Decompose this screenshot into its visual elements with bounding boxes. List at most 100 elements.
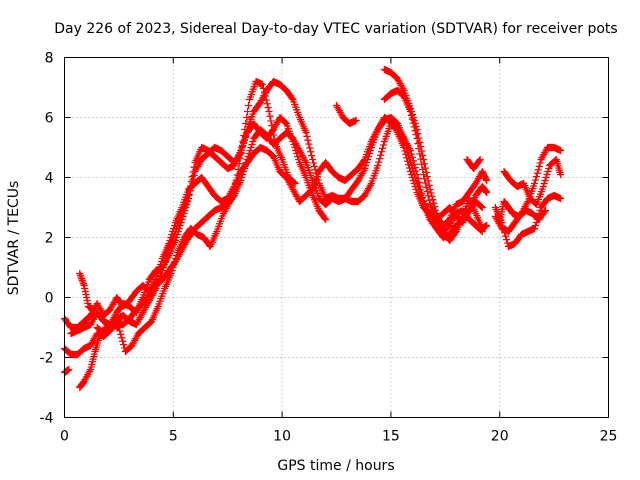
- data-point: [266, 112, 274, 120]
- series-trace-10: [380, 86, 491, 230]
- data-point: [291, 179, 299, 188]
- data-point: [264, 104, 272, 112]
- data-point: [530, 224, 539, 233]
- data-point: [540, 208, 549, 216]
- data-point: [414, 174, 422, 182]
- data-point: [409, 176, 417, 185]
- data-point: [308, 152, 316, 160]
- data-point: [80, 281, 88, 290]
- data-point: [288, 94, 296, 102]
- data-point: [228, 191, 236, 200]
- data-point: [259, 84, 268, 92]
- data-point: [172, 233, 181, 242]
- data-point: [430, 199, 438, 207]
- data-point: [304, 136, 312, 144]
- data-point: [232, 176, 241, 185]
- data-point: [536, 159, 544, 167]
- grid: [64, 57, 609, 418]
- data-point: [188, 179, 196, 187]
- data-point: [270, 131, 278, 139]
- data-point: [419, 165, 427, 173]
- data-point: [242, 158, 250, 167]
- data-point: [303, 132, 311, 140]
- data-point: [268, 122, 276, 130]
- data-point: [425, 196, 433, 204]
- data-point: [167, 269, 175, 278]
- data-point: [483, 176, 491, 185]
- data-point: [242, 119, 250, 128]
- data-point: [540, 179, 548, 188]
- data-point: [227, 194, 235, 203]
- data-point: [265, 107, 273, 116]
- data-point: [408, 115, 416, 123]
- data-point: [406, 146, 415, 155]
- data-point: [81, 284, 89, 293]
- data-point: [235, 160, 243, 168]
- data-point: [476, 155, 484, 164]
- data-point: [175, 224, 183, 233]
- data-point: [241, 161, 250, 170]
- data-point: [532, 173, 540, 181]
- data-point: [408, 153, 416, 161]
- data-point: [366, 146, 374, 155]
- data-point: [82, 290, 90, 299]
- data-point: [243, 155, 251, 164]
- data-point: [82, 293, 91, 302]
- data-point: [414, 140, 422, 148]
- y-tick-label: 8: [45, 51, 54, 67]
- data-point: [374, 161, 382, 170]
- data-point: [557, 170, 565, 179]
- data-point: [294, 152, 302, 161]
- x-tick-label: 20: [491, 429, 509, 445]
- data-point: [89, 305, 97, 314]
- data-point: [173, 230, 181, 239]
- data-point: [411, 127, 419, 135]
- data-point: [306, 144, 314, 152]
- data-point: [183, 197, 192, 206]
- data-point: [293, 149, 301, 158]
- data-point: [189, 175, 197, 183]
- data-point: [533, 169, 541, 177]
- data-point: [407, 150, 416, 158]
- data-point: [415, 178, 423, 186]
- data-point: [238, 143, 246, 151]
- series-trace-14: [500, 155, 565, 209]
- data-point: [363, 158, 371, 167]
- data-point: [291, 143, 299, 152]
- data-point: [249, 137, 257, 146]
- data-point: [375, 158, 383, 166]
- chart-title: Day 226 of 2023, Sidereal Day-to-day VTE…: [54, 21, 617, 37]
- data-point: [531, 221, 540, 230]
- data-point: [262, 96, 270, 104]
- data-point: [309, 159, 318, 167]
- data-point: [543, 170, 551, 179]
- data-point: [81, 287, 89, 296]
- data-point: [241, 125, 249, 134]
- data-point: [421, 164, 430, 172]
- x-tick-label: 5: [169, 429, 178, 445]
- data-point: [308, 155, 317, 164]
- data-point: [169, 263, 177, 272]
- data-point: [229, 188, 237, 197]
- data-point: [244, 101, 253, 110]
- data-point: [185, 191, 194, 199]
- data-point: [179, 212, 187, 221]
- data-point: [412, 167, 420, 175]
- data-point: [361, 164, 369, 173]
- data-point: [83, 296, 91, 305]
- data-point: [408, 173, 416, 182]
- data-point: [415, 145, 423, 153]
- y-tick-label: 2: [45, 231, 54, 247]
- data-point: [115, 323, 123, 332]
- data-point: [364, 152, 373, 161]
- data-point: [183, 200, 191, 209]
- data-point: [187, 183, 195, 191]
- data-point: [557, 194, 565, 203]
- data-point: [407, 111, 416, 119]
- data-point: [177, 218, 185, 227]
- x-tick-label: 10: [273, 429, 291, 445]
- data-point: [352, 116, 360, 125]
- x-axis-label: GPS time / hours: [277, 458, 394, 474]
- data-point: [413, 134, 421, 143]
- data-point: [184, 194, 193, 203]
